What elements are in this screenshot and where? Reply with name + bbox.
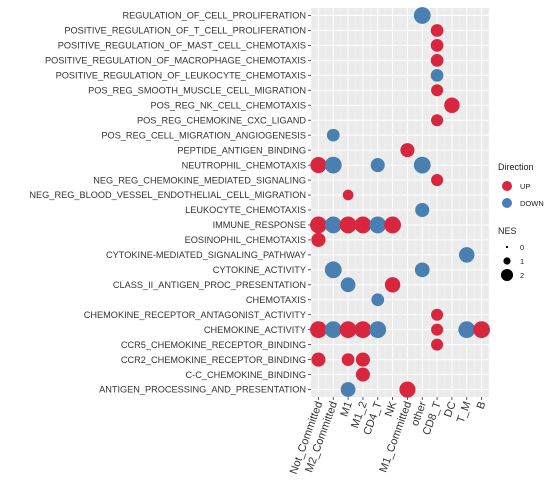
- y-tick-label: CYTOKINE_ACTIVITY: [213, 265, 306, 275]
- y-tick-label: POSITIVE_REGULATION_OF_MAST_CELL_CHEMOTA…: [58, 41, 306, 51]
- data-point-up: [431, 338, 444, 351]
- x-tick-label: NK: [383, 399, 400, 418]
- data-point-up: [355, 352, 370, 367]
- y-tick-label: C-C_CHEMOKINE_BINDING: [186, 370, 306, 380]
- data-point-up: [354, 216, 372, 234]
- data-point-down: [458, 321, 476, 339]
- y-tick-label: CCR5_CHEMOKINE_RECEPTOR_BINDING: [121, 340, 306, 350]
- data-point-up: [354, 321, 372, 339]
- y-tick-label: REGULATION_OF_CELL_PROLIFERATION: [123, 11, 306, 21]
- data-point-down: [459, 247, 475, 263]
- y-tick-label: POS_REG_CELL_MIGRATION_ANGIOGENESIS: [101, 130, 306, 140]
- y-tick-label: IMMUNE_RESPONSE: [213, 220, 306, 230]
- data-point-up: [431, 308, 444, 321]
- data-point-down: [324, 216, 342, 234]
- data-point-up: [444, 97, 460, 113]
- data-point-up: [342, 189, 354, 201]
- data-point-down: [414, 262, 430, 278]
- data-point-down: [324, 156, 342, 174]
- data-point-up: [310, 157, 327, 174]
- y-tick-label: ANTIGEN_PROCESSING_AND_PRESENTATION: [99, 385, 306, 395]
- y-tick-label: POS_REG_CHEMOKINE_CXC_LIGAND: [137, 115, 306, 125]
- legend: Direction UP DOWN NES 0 1 2: [498, 162, 544, 282]
- legend-size-label: 0: [520, 243, 524, 252]
- legend-size-swatch: [505, 245, 509, 249]
- legend-size-label: 2: [520, 271, 524, 280]
- data-point-down: [340, 277, 356, 293]
- data-point-up: [431, 323, 444, 336]
- data-point-down: [369, 321, 387, 339]
- y-tick-label: EOSINOPHIL_CHEMOTAXIS: [185, 235, 306, 245]
- data-point-up: [399, 381, 416, 398]
- y-tick-label: PEPTIDE_ANTIGEN_BINDING: [177, 145, 306, 155]
- y-tick-label: CYTOKINE-MEDIATED_SIGNALING_PATHWAY: [106, 250, 306, 260]
- y-tick-label: CHEMOTAXIS: [246, 295, 306, 305]
- data-point-down: [369, 216, 387, 234]
- legend-swatch-down: [502, 198, 512, 208]
- legend-size-label: 1: [520, 257, 524, 266]
- data-point-down: [415, 202, 430, 218]
- y-tick-label: POSITIVE_REGULATION_OF_MACROPHAGE_CHEMOT…: [45, 56, 306, 66]
- data-point-up: [430, 39, 444, 52]
- y-tick-label: LEUKOCYTE_CHEMOTAXIS: [185, 205, 306, 215]
- y-tick-label: POS_REG_SMOOTH_MUSCLE_CELL_MIGRATION: [88, 85, 306, 95]
- data-point-up: [355, 367, 370, 382]
- data-point-up: [339, 321, 357, 339]
- y-axis-ticks: [308, 15, 311, 390]
- data-point-down: [413, 156, 431, 174]
- y-tick-label: NEG_REG_BLOOD_VESSEL_ENDOTHELIAL_CELL_MI…: [29, 190, 306, 200]
- y-tick-label: CHEMOKINE_ACTIVITY: [204, 325, 306, 335]
- data-point-up: [431, 114, 444, 127]
- data-point-down: [324, 261, 342, 279]
- y-tick-label: CLASS_II_ANTIGEN_PROC_PRESENTATION: [113, 280, 306, 290]
- legend-nes-entries: 0 1 2: [500, 243, 524, 282]
- data-point-up: [430, 54, 444, 67]
- data-point-up: [430, 24, 444, 37]
- legend-swatch-up: [502, 181, 512, 191]
- y-tick-label: POSITIVE_REGULATION_OF_T_CELL_PROLIFERAT…: [64, 26, 306, 36]
- legend-direction-title: Direction: [498, 162, 534, 172]
- x-tick-label: M1: [338, 400, 355, 418]
- y-tick-label: NEUTROPHIL_CHEMOTAXIS: [182, 160, 306, 170]
- data-point-up: [384, 216, 401, 234]
- data-point-down: [430, 68, 444, 82]
- y-tick-label: NEG_REG_CHEMOKINE_MEDIATED_SIGNALING: [93, 175, 306, 185]
- x-axis-ticks: [318, 397, 482, 400]
- legend-size-swatch: [500, 268, 514, 282]
- data-point-down: [370, 158, 385, 173]
- y-tick-label: POSITIVE_REGULATION_OF_LEUKOCYTE_CHEMOTA…: [56, 71, 306, 81]
- data-point-up: [311, 352, 326, 367]
- data-point-down: [326, 128, 340, 142]
- legend-size-swatch: [503, 257, 511, 265]
- data-point-up: [431, 84, 444, 97]
- y-tick-label: CHEMOKINE_RECEPTOR_ANTAGONIST_ACTIVITY: [84, 310, 306, 320]
- data-point-up: [310, 321, 327, 339]
- y-axis-labels: REGULATION_OF_CELL_PROLIFERATION POSITIVE…: [29, 11, 306, 395]
- data-point-up: [311, 232, 326, 247]
- x-tick-label: DC: [442, 400, 459, 419]
- data-point-up: [384, 277, 401, 293]
- data-point-up: [400, 143, 415, 158]
- data-point-down: [371, 293, 385, 307]
- data-point-down: [413, 7, 431, 24]
- data-point-down: [324, 321, 342, 339]
- legend-label-up: UP: [520, 182, 530, 191]
- data-point-up: [310, 216, 327, 234]
- data-point-up: [431, 174, 444, 187]
- legend-label-down: DOWN: [520, 199, 544, 208]
- x-axis-labels: Not_CommittedM2_CommittedM1M1_2CD4_TNKM1…: [288, 399, 489, 476]
- data-point-up: [339, 216, 357, 234]
- legend-direction-entries: UP DOWN: [502, 181, 544, 208]
- y-tick-label: POS_REG_NK_CELL_CHEMOTAXIS: [150, 100, 306, 110]
- legend-nes-title: NES: [498, 226, 517, 236]
- data-point-up: [341, 353, 355, 366]
- data-point-up: [473, 321, 490, 339]
- y-tick-label: CCR2_CHEMOKINE_RECEPTOR_BINDING: [121, 355, 306, 365]
- data-points: [310, 7, 490, 398]
- x-tick-label: B: [475, 400, 489, 411]
- data-point-down: [340, 382, 356, 397]
